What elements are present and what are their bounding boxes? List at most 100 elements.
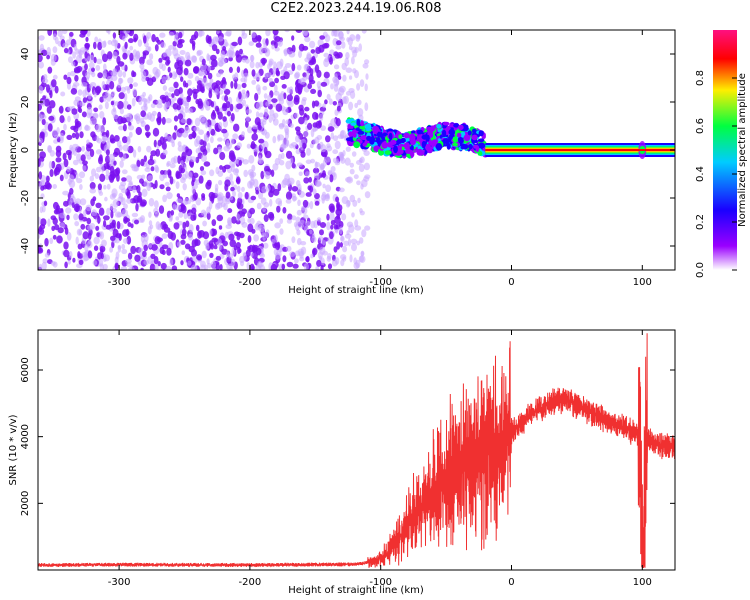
spectrogram-cell: [228, 233, 235, 241]
spectrogram-cell: [62, 42, 69, 48]
spectrogram-cell: [106, 207, 111, 216]
spectrogram-cell: [458, 137, 464, 144]
spectrogram-cell: [308, 79, 316, 85]
spectrogram-cell: [234, 72, 239, 80]
spectrogram-cell: [236, 142, 242, 149]
spectrogram-cell: [196, 254, 202, 261]
spectrogram-cell: [274, 222, 281, 229]
spectrogram-cell: [169, 258, 174, 266]
spectrogram-cell: [122, 52, 128, 60]
spectrogram-cell: [133, 33, 139, 42]
spectrogram-cell: [55, 145, 62, 153]
spectrogram-cell: [38, 61, 44, 69]
spectrogram-cell: [352, 133, 357, 138]
spectrogram-cell: [217, 148, 222, 154]
spectrogram-cell: [213, 147, 219, 155]
spectrogram-cell: [105, 30, 110, 34]
spectrogram-cell: [211, 219, 217, 227]
spectrogram-cell: [241, 89, 246, 95]
spectrogram-cell: [229, 195, 234, 201]
spectrogram-cell: [154, 164, 159, 172]
spectrogram-cell: [147, 96, 151, 104]
spectrogram-cell: [209, 78, 214, 84]
spectrogram-cell: [185, 157, 189, 163]
spectrogram-cell: [336, 241, 341, 250]
spectrogram-cell: [164, 95, 169, 103]
spectrogram-cell: [116, 212, 123, 218]
spectrogram-cell: [188, 245, 195, 253]
spectrogram-cell: [283, 48, 290, 55]
spectrogram-cell: [312, 167, 320, 174]
spectrogram-cell: [154, 44, 159, 52]
spectrogram-cell: [355, 259, 361, 269]
spectrogram-cell: [291, 35, 295, 41]
spectrogram-cell: [182, 144, 186, 153]
spectrogram-cell: [147, 112, 152, 120]
spectrogram-cell: [436, 124, 442, 129]
spectrogram-cell: [101, 164, 105, 173]
spectrogram-cell: [166, 192, 173, 200]
spectrogram-cell: [70, 88, 78, 95]
spectrogram-cell: [38, 85, 44, 94]
spectrogram-cell: [361, 30, 367, 34]
spectrogram-cell: [118, 144, 123, 151]
spectrogram-cell: [241, 186, 245, 192]
spectrogram-cell: [330, 118, 337, 127]
spectrogram-cell: [75, 236, 79, 245]
spectrogram-cell: [127, 125, 135, 131]
spectrogram-cell: [103, 40, 107, 48]
y-tick-label: 6000: [20, 357, 31, 382]
spectrogram-cell: [222, 82, 227, 92]
spectrogram-cell: [89, 148, 95, 158]
spectrogram-cell: [67, 106, 74, 112]
spectrogram-cell: [342, 245, 348, 253]
spectrogram-cell: [316, 259, 322, 267]
spectrogram-cell: [271, 239, 276, 245]
spectrogram-cell: [224, 179, 231, 187]
spectrogram-cell: [178, 98, 183, 106]
spectrogram-cell: [253, 234, 259, 242]
spectrogram-cell: [319, 163, 325, 171]
spectrogram-cell: [298, 104, 304, 112]
spectrogram-cell: [113, 135, 120, 142]
spectrogram-cell: [223, 164, 231, 170]
spectrogram-cell: [87, 224, 93, 231]
colorbar-tick-label: 0.2: [695, 214, 706, 230]
spectrogram-cell: [229, 103, 234, 112]
spectrogram-cell: [58, 105, 64, 114]
spectrogram-cell: [69, 187, 74, 195]
spectrogram-cell: [74, 221, 80, 227]
spectrogram-cell: [64, 261, 68, 269]
spectrogram-cell: [425, 143, 431, 151]
spectrogram-cell: [279, 159, 285, 166]
spectrogram-cell: [191, 179, 195, 187]
colorbar-tick-label: 0.4: [695, 166, 706, 182]
spectrogram-cell: [137, 217, 144, 223]
spectrogram-cell: [426, 126, 433, 131]
spectrogram-cell: [453, 123, 459, 128]
spectrogram-cell: [333, 246, 338, 253]
spectrogram-cell: [291, 193, 296, 198]
spectrogram-carrier-band: [485, 149, 675, 151]
spectrogram-cell: [117, 61, 125, 67]
spectrogram-cell: [467, 130, 472, 136]
spectrogram-cell: [250, 143, 257, 149]
spectrogram-cell: [471, 134, 478, 141]
spectrogram-cell: [39, 224, 46, 230]
spectrogram-cell: [334, 160, 341, 166]
spectrogram-cell: [127, 222, 132, 227]
spectrogram-cell: [134, 219, 139, 225]
spectrogram-cell: [133, 165, 140, 172]
spectrogram-cell: [238, 159, 242, 166]
spectrogram-cell: [369, 140, 375, 145]
spectrogram-cell: [268, 58, 274, 66]
snr-x-ticks: -300 -200 -100 0 100: [108, 330, 652, 588]
spectrogram-cell: [114, 262, 119, 270]
spectrogram-cell: [381, 141, 388, 149]
spectrogram-cell: [140, 158, 145, 167]
spectrogram-cell: [249, 179, 255, 186]
spectrogram-cell: [305, 159, 312, 165]
spectrogram-cell: [89, 175, 95, 182]
spectrogram-cell: [245, 109, 252, 114]
spectrogram-cell: [206, 142, 211, 151]
